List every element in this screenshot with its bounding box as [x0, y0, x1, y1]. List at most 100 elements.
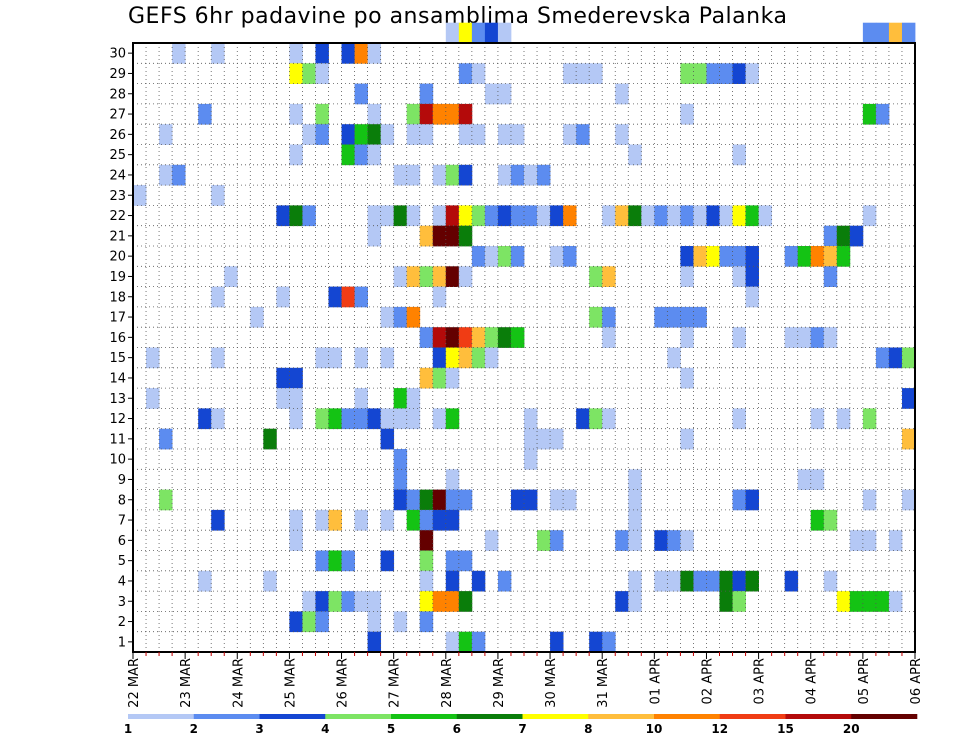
heatmap-cell: [680, 570, 694, 592]
heatmap-cell: [836, 225, 851, 247]
y-tick-label: 27: [109, 108, 126, 123]
heatmap-cell: [497, 124, 512, 145]
heatmap-cell: [654, 570, 668, 592]
heatmap-cell: [563, 205, 577, 227]
heatmap-cell: [680, 327, 694, 348]
heatmap-cell: [445, 327, 460, 348]
y-tick-label: 1: [118, 635, 126, 650]
heatmap-cell: [146, 388, 160, 409]
heatmap-cell: [797, 327, 812, 348]
heatmap-cell: [888, 530, 903, 551]
heatmap-cell: [458, 205, 473, 227]
heatmap-cell: [445, 469, 460, 490]
y-tick-label: 20: [109, 250, 126, 265]
heatmap-cell: [432, 327, 447, 348]
y-tick-label: 3: [118, 595, 126, 610]
x-tick-label: 04 APR: [805, 658, 820, 704]
heatmap-cell: [693, 63, 707, 84]
heatmap-cell: [198, 570, 212, 592]
heatmap-cell: [406, 266, 421, 287]
heatmap-cell: [289, 205, 303, 227]
heatmap-cell: [563, 246, 577, 267]
heatmap-cell: [667, 347, 681, 369]
y-tick-label: 18: [109, 290, 126, 305]
heatmap-cell: [146, 347, 160, 369]
heatmap-cell: [706, 570, 720, 592]
heatmap-cell: [367, 631, 382, 653]
heatmap-cell: [602, 631, 616, 653]
heatmap-cell: [862, 591, 877, 612]
heatmap-cell: [510, 327, 525, 348]
y-tick-label: 10: [109, 453, 126, 468]
heatmap-cell: [510, 246, 525, 267]
heatmap-cell: [810, 327, 825, 348]
heatmap-cell: [732, 205, 746, 227]
heatmap-cell: [432, 225, 447, 247]
heatmap-cell: [458, 225, 473, 247]
legend-label: 3: [255, 722, 263, 736]
heatmap-cell: [680, 205, 694, 227]
heatmap-cell: [823, 246, 838, 267]
y-tick-label: 11: [109, 432, 126, 447]
heatmap-cell: [380, 306, 395, 328]
heatmap-cell: [550, 205, 564, 227]
heatmap-cell: [341, 286, 355, 308]
x-tick-label: 27 MAR: [388, 658, 403, 708]
heatmap-cell: [524, 489, 538, 511]
heatmap-cell: [550, 428, 564, 450]
heatmap-cell: [328, 408, 342, 430]
heatmap-cell: [667, 205, 681, 227]
heatmap-cell: [393, 388, 408, 409]
heatmap-cell: [797, 246, 812, 267]
y-tick-label: 6: [118, 534, 126, 549]
heatmap-cell: [289, 530, 303, 551]
heatmap-cell: [784, 570, 799, 592]
heatmap-cell: [680, 63, 694, 84]
heatmap-cell: [172, 164, 186, 186]
heatmap-cell: [367, 144, 382, 166]
x-tick-label: 03 APR: [753, 658, 768, 704]
heatmap-cell: [328, 347, 342, 369]
legend-label: 12: [711, 722, 728, 736]
heatmap-cell: [263, 428, 277, 450]
heatmap-cell: [836, 246, 851, 267]
heatmap-cell: [797, 469, 812, 490]
heatmap-cell: [537, 164, 551, 186]
x-tick-label: 24 MAR: [231, 658, 246, 708]
legend-label: 1: [124, 722, 132, 736]
heatmap-cell: [615, 530, 629, 551]
heatmap-cell: [471, 631, 486, 653]
heatmap-cell: [354, 509, 368, 531]
heatmap-cell: [784, 246, 799, 267]
legend-label: 10: [646, 722, 663, 736]
heatmap-cell: [615, 591, 629, 612]
heatmap-cell: [810, 408, 825, 430]
heatmap-cell: [524, 164, 538, 186]
heatmap-cell: [367, 205, 382, 227]
legend-swatch: [259, 714, 326, 719]
legend-label: 15: [777, 722, 794, 736]
heatmap-cell: [901, 22, 916, 44]
heatmap-cell: [393, 469, 408, 490]
heatmap-cell: [302, 205, 316, 227]
y-tick-label: 15: [109, 351, 126, 366]
heatmap-cell: [576, 408, 590, 430]
heatmap-cell: [289, 144, 303, 166]
heatmap-cell: [354, 591, 368, 612]
heatmap-cell: [602, 205, 616, 227]
heatmap-cell: [589, 631, 603, 653]
heatmap-cell: [419, 327, 434, 348]
heatmap-cell: [823, 225, 838, 247]
heatmap-cell: [458, 124, 473, 145]
heatmap-cell: [654, 205, 668, 227]
heatmap-cell: [667, 306, 681, 328]
heatmap-cell: [289, 408, 303, 430]
heatmap-cell: [380, 124, 395, 145]
heatmap-cell: [432, 408, 447, 430]
heatmap-cell: [875, 22, 890, 44]
heatmap-cell: [445, 550, 460, 572]
heatmap-cell: [393, 306, 408, 328]
heatmap-cell: [250, 306, 264, 328]
heatmap-cell: [862, 205, 877, 227]
x-tick-label: 02 APR: [700, 658, 715, 704]
